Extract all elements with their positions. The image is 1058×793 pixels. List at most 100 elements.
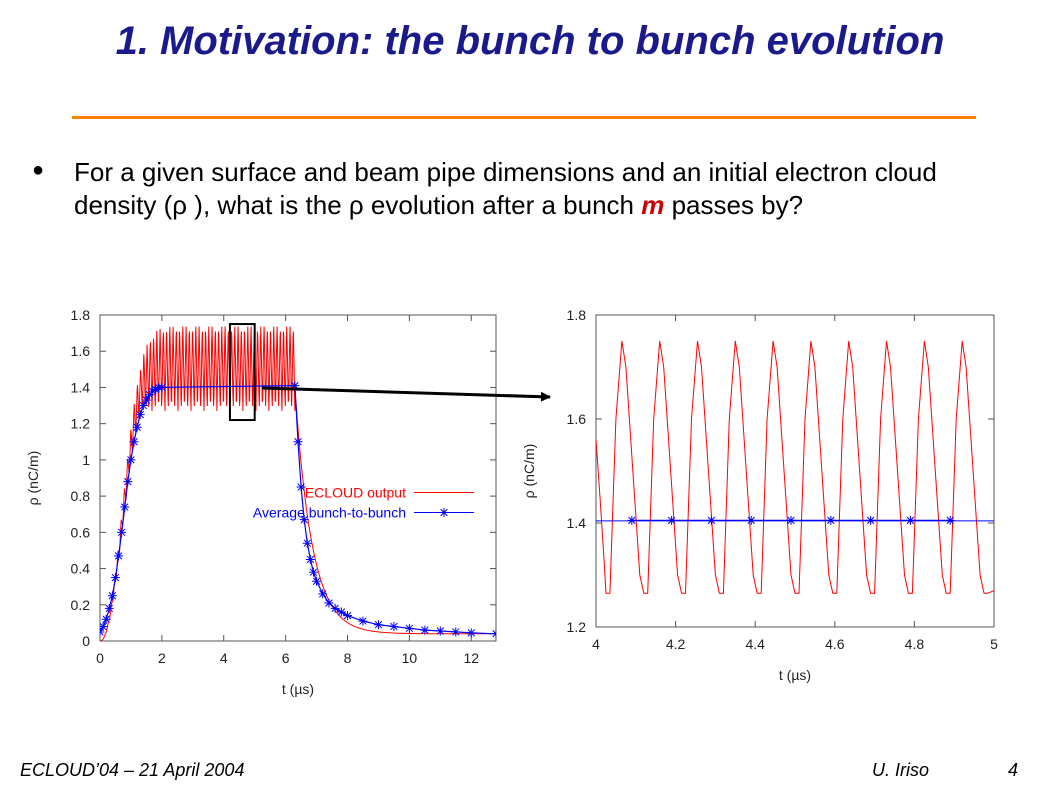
slide-title: 1. Motivation: the bunch to bunch evolut… (115, 19, 945, 63)
series-line (100, 326, 496, 641)
data-point (132, 422, 142, 432)
plot-area (596, 340, 994, 594)
x-tick-label: 4 (220, 650, 228, 666)
zoom-arrow (261, 386, 551, 402)
x-tick-label: 4.6 (825, 636, 845, 652)
data-point (324, 598, 334, 608)
x-axis-label: t (µs) (282, 681, 314, 697)
legend-label: Average bunch-to-bunch (253, 504, 406, 520)
data-point (101, 614, 111, 624)
data-point (706, 515, 716, 525)
x-tick-label: 4 (592, 636, 600, 652)
plot-frame (595, 314, 995, 628)
rho-symbol: ρ (348, 189, 364, 220)
y-tick-label: 1.8 (567, 307, 587, 323)
bullet-text: For a given surface and beam pipe dimens… (74, 156, 984, 221)
bullet-icon: ● (32, 159, 45, 181)
data-point (318, 589, 328, 599)
y-tick-label: 1.4 (567, 515, 587, 531)
plot-area (100, 326, 496, 641)
data-point (123, 477, 133, 487)
x-tick-label: 2 (158, 650, 166, 666)
x-tick-label: 6 (282, 650, 290, 666)
data-point (667, 515, 677, 525)
data-point (107, 591, 117, 601)
y-tick-label: 1 (82, 452, 90, 468)
y-tick-label: 0.2 (71, 597, 91, 613)
data-point (157, 382, 167, 392)
y-tick-label: 1.6 (71, 343, 91, 359)
data-point (129, 437, 139, 447)
x-tick-label: 8 (344, 650, 352, 666)
rho-symbol: ρ (172, 189, 188, 220)
data-point (135, 410, 145, 420)
y-tick-label: 0.6 (71, 524, 91, 540)
data-point (373, 620, 383, 630)
data-point (104, 603, 114, 613)
bullet-part-4: passes by? (664, 189, 804, 220)
data-point (358, 616, 368, 626)
data-point (786, 515, 796, 525)
data-point (290, 381, 300, 391)
data-point (491, 629, 496, 639)
data-point (312, 576, 322, 586)
data-point (343, 611, 352, 621)
x-tick-label: 0 (96, 650, 104, 666)
y-axis-label: ρ (nC/m) (521, 444, 537, 499)
x-tick-label: 4.4 (745, 636, 765, 652)
data-point (746, 515, 756, 525)
data-point (148, 386, 158, 396)
data-point (110, 573, 120, 583)
y-tick-label: 0.8 (71, 488, 91, 504)
data-point (404, 623, 414, 633)
y-tick-label: 1.8 (71, 307, 91, 323)
bullet-part-3: evolution after a bunch (363, 189, 642, 220)
y-tick-label: 1.2 (567, 619, 587, 635)
x-tick-label: 12 (463, 650, 479, 666)
data-point (117, 527, 127, 537)
zoom-highlight-box (228, 323, 256, 422)
footer-left: ECLOUD’04 – 21 April 2004 (20, 760, 245, 780)
data-point (293, 437, 303, 447)
data-point (114, 551, 124, 561)
data-point (120, 502, 130, 512)
title-underline (72, 116, 976, 119)
data-point (905, 515, 915, 525)
y-tick-label: 1.2 (71, 416, 91, 432)
y-tick-label: 1.6 (567, 411, 587, 427)
data-point (826, 515, 836, 525)
data-point (308, 567, 318, 577)
legend-marker (439, 507, 449, 517)
y-tick-label: 0.4 (71, 561, 91, 577)
x-tick-label: 5 (990, 636, 998, 652)
data-point (466, 628, 476, 638)
chart-overview: 0 2 4 6 8 10 12 0 0.2 0.4 0.6 0.8 1 1.2 1.4 1.6 1.8 t (µs… (25, 307, 497, 697)
footer-page-number: 4 (1008, 760, 1019, 780)
data-point (451, 627, 461, 637)
y-axis-label: ρ (nC/m) (25, 451, 41, 506)
data-point (100, 622, 108, 632)
chart-zoom: 4 4.2 4.4 4.6 4.8 5 1.2 1.4 1.6 1.8 t (µs) ρ (nC/m) (521, 307, 998, 683)
data-point (435, 626, 445, 636)
bunch-m: m (641, 189, 665, 220)
data-point (627, 515, 637, 525)
data-point (866, 515, 876, 525)
data-point (302, 538, 312, 548)
data-point (389, 622, 399, 632)
legend-label: ECLOUD output (305, 484, 406, 500)
data-point (141, 395, 151, 405)
x-tick-label: 4.2 (666, 636, 686, 652)
y-tick-label: 1.4 (71, 379, 91, 395)
data-point (126, 455, 136, 465)
data-point (151, 384, 161, 394)
series-line (596, 340, 994, 594)
data-point (299, 515, 309, 525)
data-point (420, 625, 430, 635)
data-point (336, 607, 346, 617)
x-axis-label: t (µs) (779, 667, 811, 683)
x-tick-label: 4.8 (905, 636, 925, 652)
data-point (945, 515, 955, 525)
footer-author: U. Iriso (872, 760, 930, 780)
data-point (330, 603, 340, 613)
